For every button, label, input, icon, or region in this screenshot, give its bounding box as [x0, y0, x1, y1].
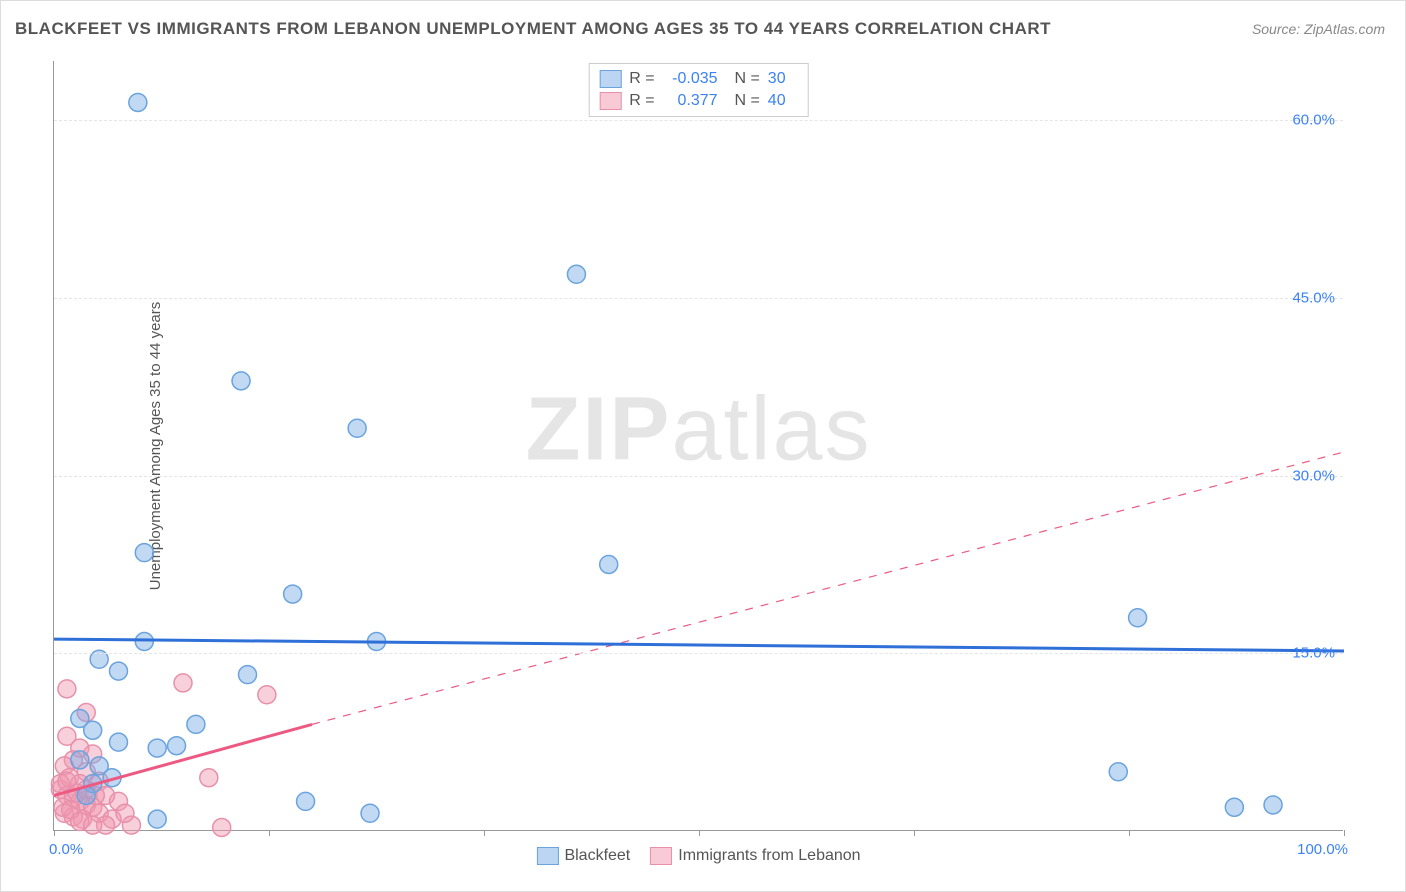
source-attribution: Source: ZipAtlas.com [1252, 21, 1385, 37]
data-point-blackfeet [1129, 609, 1147, 627]
data-point-blackfeet [1109, 763, 1127, 781]
data-point-lebanon [213, 818, 231, 836]
x-tick-mark [699, 830, 700, 836]
data-point-blackfeet [148, 739, 166, 757]
chart-svg [54, 61, 1343, 830]
data-point-blackfeet [1225, 798, 1243, 816]
data-point-blackfeet [1264, 796, 1282, 814]
series-legend: Blackfeet Immigrants from Lebanon [536, 847, 860, 865]
data-point-blackfeet [135, 544, 153, 562]
data-point-blackfeet [110, 733, 128, 751]
data-point-lebanon [174, 674, 192, 692]
x-tick-mark [269, 830, 270, 836]
legend-item-lebanon: Immigrants from Lebanon [650, 847, 860, 865]
y-tick-label: 30.0% [1292, 467, 1335, 484]
y-tick-label: 15.0% [1292, 645, 1335, 662]
legend-label-lebanon: Immigrants from Lebanon [678, 847, 860, 865]
legend-swatch-lebanon-bottom [650, 847, 672, 865]
data-point-blackfeet [129, 93, 147, 111]
gridline [54, 476, 1343, 477]
gridline [54, 120, 1343, 121]
chart-title: BLACKFEET VS IMMIGRANTS FROM LEBANON UNE… [15, 19, 1051, 39]
chart-container: BLACKFEET VS IMMIGRANTS FROM LEBANON UNE… [0, 0, 1406, 892]
y-tick-label: 45.0% [1292, 289, 1335, 306]
data-point-lebanon [58, 680, 76, 698]
data-point-blackfeet [567, 265, 585, 283]
x-tick-mark [914, 830, 915, 836]
data-point-blackfeet [232, 372, 250, 390]
data-point-blackfeet [284, 585, 302, 603]
legend-item-blackfeet: Blackfeet [536, 847, 630, 865]
data-point-blackfeet [361, 804, 379, 822]
gridline [54, 653, 1343, 654]
gridline [54, 298, 1343, 299]
x-tick-mark [54, 830, 55, 836]
x-axis-min-label: 0.0% [49, 841, 83, 858]
data-point-lebanon [200, 769, 218, 787]
x-axis-max-label: 100.0% [1297, 841, 1348, 858]
data-point-blackfeet [239, 666, 257, 684]
y-tick-label: 60.0% [1292, 112, 1335, 129]
trend-line [312, 452, 1344, 724]
data-point-blackfeet [71, 751, 89, 769]
x-tick-mark [1344, 830, 1345, 836]
data-point-blackfeet [297, 792, 315, 810]
legend-swatch-blackfeet-bottom [536, 847, 558, 865]
data-point-lebanon [116, 804, 134, 822]
x-tick-mark [484, 830, 485, 836]
data-point-blackfeet [187, 715, 205, 733]
trend-line [54, 639, 1344, 651]
data-point-blackfeet [148, 810, 166, 828]
data-point-blackfeet [84, 721, 102, 739]
data-point-blackfeet [110, 662, 128, 680]
data-point-lebanon [84, 816, 102, 834]
x-tick-mark [1129, 830, 1130, 836]
data-point-blackfeet [600, 555, 618, 573]
legend-label-blackfeet: Blackfeet [564, 847, 630, 865]
data-point-lebanon [258, 686, 276, 704]
plot-area: ZIPatlas R = -0.035 N = 30 R = 0.377 N =… [53, 61, 1343, 831]
data-point-blackfeet [168, 737, 186, 755]
data-point-blackfeet [348, 419, 366, 437]
